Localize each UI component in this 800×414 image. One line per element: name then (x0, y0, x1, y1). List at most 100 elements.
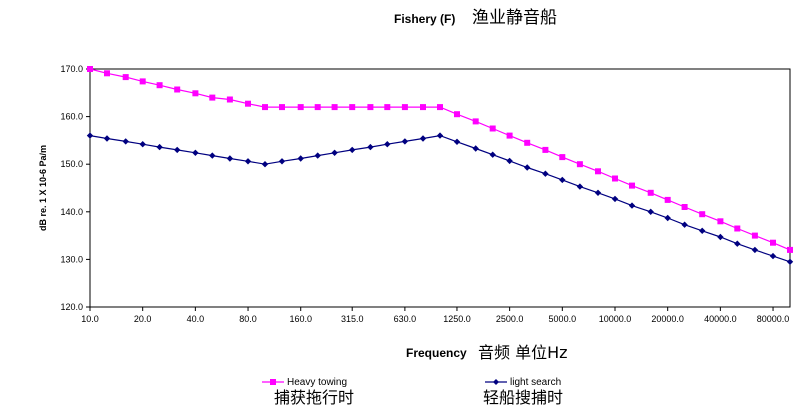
legend-item-heavy-towing: Heavy towing 捕获拖行时 (262, 377, 354, 407)
data-point-heavy-towing (87, 66, 93, 72)
data-point-heavy-towing (420, 104, 426, 111)
data-point-heavy-towing (734, 225, 741, 232)
x-tick-label: 20.0 (134, 314, 152, 324)
data-point-light-search (261, 161, 269, 168)
data-point-light-search (664, 214, 671, 222)
data-point-light-search (401, 138, 409, 145)
data-point-heavy-towing (139, 78, 146, 85)
data-point-heavy-towing (245, 100, 251, 107)
y-axis: 120.0 130.0 140.0 150.0 160.0 170.0 (60, 64, 90, 312)
data-point-light-search (278, 158, 286, 165)
data-point-heavy-towing (279, 104, 285, 111)
data-point-light-search (331, 149, 338, 156)
data-point-heavy-towing (489, 125, 496, 132)
data-point-heavy-towing (437, 104, 443, 111)
x-tick-label: 2500.0 (496, 314, 524, 324)
data-point-heavy-towing (751, 232, 758, 239)
data-point-heavy-towing (559, 154, 566, 161)
data-point-light-search (156, 143, 163, 151)
data-point-heavy-towing (699, 211, 706, 218)
plot-area (89, 68, 791, 308)
data-point-light-search (717, 233, 724, 241)
data-point-light-search (734, 240, 741, 247)
legend-label-heavy-towing-zh: 捕获拖行时 (274, 388, 354, 407)
data-point-light-search (769, 252, 777, 260)
data-point-heavy-towing (770, 239, 776, 246)
data-point-heavy-towing (629, 182, 635, 189)
data-point-heavy-towing (595, 168, 601, 175)
data-point-light-search (559, 176, 566, 184)
data-point-heavy-towing (122, 74, 129, 81)
data-point-light-search (699, 227, 706, 234)
data-point-light-search (103, 135, 111, 142)
legend-label-heavy-towing: Heavy towing (287, 377, 347, 388)
data-point-heavy-towing (209, 94, 216, 101)
data-point-light-search (594, 189, 602, 196)
data-point-light-search (367, 143, 374, 151)
x-tick-label: 40000.0 (704, 314, 737, 324)
data-point-light-search (751, 246, 759, 254)
x-tick-label: 10.0 (81, 314, 99, 324)
data-point-light-search (489, 151, 496, 158)
x-tick-label: 40.0 (187, 314, 205, 324)
data-point-heavy-towing (297, 104, 304, 111)
data-point-light-search (419, 135, 427, 142)
data-point-light-search (244, 158, 252, 165)
data-point-light-search (576, 183, 584, 190)
data-point-light-search (226, 155, 234, 162)
x-tick-label: 5000.0 (549, 314, 577, 324)
data-point-light-search (122, 138, 129, 145)
data-point-heavy-towing (576, 161, 583, 168)
data-point-light-search (647, 208, 654, 215)
data-point-heavy-towing (156, 82, 163, 89)
data-point-light-search (611, 195, 619, 203)
legend: Heavy towing 捕获拖行时 light search 轻船搜捕时 (262, 377, 563, 407)
legend-label-light-search-zh: 轻船搜捕时 (483, 388, 563, 407)
data-point-heavy-towing (331, 104, 338, 111)
data-point-light-search (349, 146, 356, 154)
data-point-heavy-towing (262, 104, 268, 111)
data-point-light-search (506, 157, 513, 165)
legend-marker-heavy-towing (270, 379, 276, 385)
x-tick-label: 80.0 (239, 314, 257, 324)
y-axis-label: dB re. 1 X 10-6 Pa/m (38, 145, 48, 231)
x-axis: 10.0 20.0 40.0 80.0 160.0 315.0 630.0 1250.0 250… (81, 307, 789, 324)
data-point-light-search (209, 152, 216, 159)
y-tick-label: 170.0 (60, 64, 83, 74)
data-point-heavy-towing (664, 196, 671, 203)
data-point-light-search (297, 155, 304, 162)
data-point-light-search (139, 141, 146, 148)
chart-title-zh: 渔业静音船 (472, 8, 557, 28)
y-tick-label: 130.0 (60, 254, 83, 264)
legend-marker-light-search (493, 379, 499, 385)
data-point-heavy-towing (401, 104, 408, 111)
y-tick-label: 160.0 (60, 112, 83, 122)
x-tick-label: 10000.0 (599, 314, 632, 324)
data-point-heavy-towing (612, 175, 618, 182)
data-point-heavy-towing (192, 90, 199, 97)
x-tick-label: 1250.0 (443, 314, 471, 324)
data-point-light-search (628, 202, 636, 209)
data-point-heavy-towing (787, 246, 793, 253)
legend-label-light-search: light search (510, 377, 561, 388)
y-tick-label: 120.0 (60, 302, 83, 312)
data-point-heavy-towing (542, 146, 549, 153)
legend-item-light-search: light search 轻船搜捕时 (483, 377, 563, 407)
chart-title: Fishery (F) (394, 12, 455, 26)
data-point-heavy-towing (367, 104, 374, 111)
data-point-heavy-towing (454, 111, 460, 118)
data-point-light-search (314, 152, 321, 159)
data-point-heavy-towing (647, 189, 654, 196)
x-tick-label: 80000.0 (757, 314, 790, 324)
data-point-heavy-towing (104, 70, 110, 77)
data-point-heavy-towing (681, 204, 688, 210)
data-point-light-search (786, 258, 794, 265)
x-tick-label: 315.0 (341, 314, 364, 324)
data-point-light-search (453, 138, 461, 145)
x-tick-label: 160.0 (289, 314, 312, 324)
data-point-heavy-towing (384, 104, 391, 111)
data-point-light-search (436, 132, 444, 139)
data-point-light-search (681, 221, 688, 228)
y-tick-label: 140.0 (60, 207, 83, 217)
